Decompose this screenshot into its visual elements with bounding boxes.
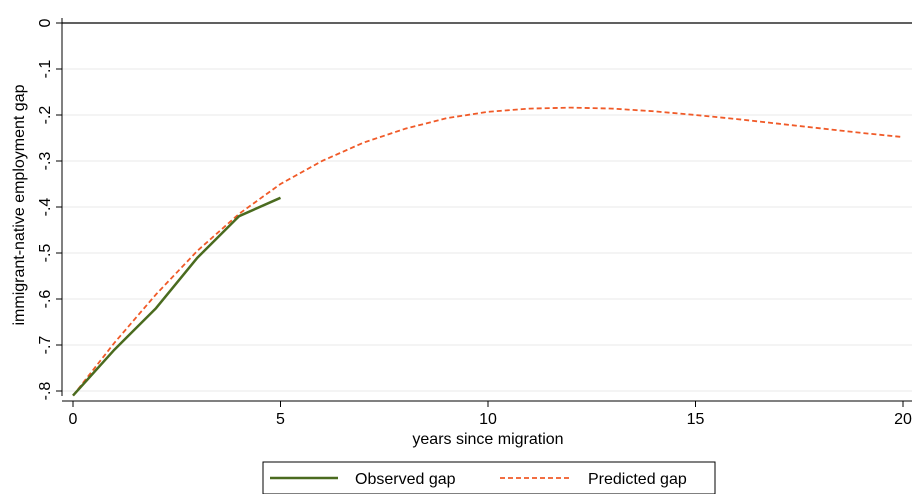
y-tick-label-7: -.7 [37,336,54,355]
x-tick-label-3: 15 [687,411,705,428]
y-tick-label-1: -.1 [37,60,54,79]
legend: Observed gap Predicted gap [262,461,716,494]
x-axis-title: years since migration [412,431,563,448]
axes [56,18,912,407]
y-axis-title: immigrant-native employment gap [11,84,28,325]
x-tick-label-4: 20 [894,411,912,428]
x-tick-label-2: 10 [479,411,497,428]
grid-lines [62,22,912,392]
tick-labels: 0 -.1 -.2 -.3 -.4 -.5 -.6 -.7 -.8 0 5 10 15 20 [37,18,912,428]
y-tick-label-8: -.8 [37,382,54,401]
legend-label-predicted: Predicted gap [588,471,687,488]
y-tick-label-5: -.5 [37,244,54,263]
legend-label-observed: Observed gap [355,471,456,488]
y-tick-label-3: -.3 [37,152,54,171]
series-lines [72,106,904,397]
x-tick-label-0: 0 [69,411,78,428]
y-tick-label-0: 0 [37,18,54,27]
legend-box [262,461,716,494]
x-tick-label-1: 5 [276,411,285,428]
y-tick-label-4: -.4 [37,198,54,217]
y-tick-label-6: -.6 [37,290,54,309]
series-line-1 [72,106,904,397]
series-line-0 [72,196,282,397]
y-tick-label-2: -.2 [37,106,54,125]
